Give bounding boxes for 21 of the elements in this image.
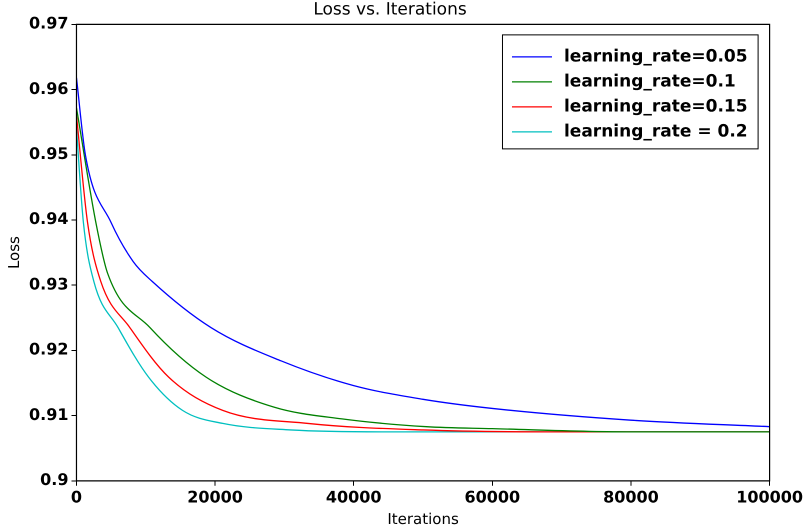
x-tick-label: 20000	[187, 488, 243, 507]
legend-label: learning_rate = 0.2	[564, 121, 748, 142]
x-tick-label: 60000	[464, 488, 520, 507]
y-tick-label: 0.97	[28, 14, 68, 33]
y-tick-label: 0.9	[40, 470, 68, 489]
y-tick-label: 0.94	[28, 209, 68, 228]
y-tick-label: 0.96	[28, 78, 68, 98]
legend-label: learning_rate=0.05	[564, 46, 748, 66]
x-tick-label: 80000	[603, 488, 659, 507]
chart-title: Loss vs. Iterations	[313, 0, 467, 20]
y-tick-label: 0.93	[28, 274, 68, 294]
y-tick-label: 0.91	[28, 404, 68, 424]
x-axis-title: Iterations	[387, 510, 459, 528]
y-tick-label: 0.95	[28, 144, 68, 163]
legend-label: learning_rate=0.15	[564, 96, 748, 116]
y-axis-title: Loss	[4, 236, 23, 270]
x-tick-label: 40000	[326, 488, 382, 507]
x-tick-label: 0	[70, 488, 82, 507]
x-tick-label: 100000	[736, 488, 803, 507]
y-tick-label: 0.92	[28, 340, 68, 359]
legend-label: learning_rate=0.1	[564, 71, 736, 92]
